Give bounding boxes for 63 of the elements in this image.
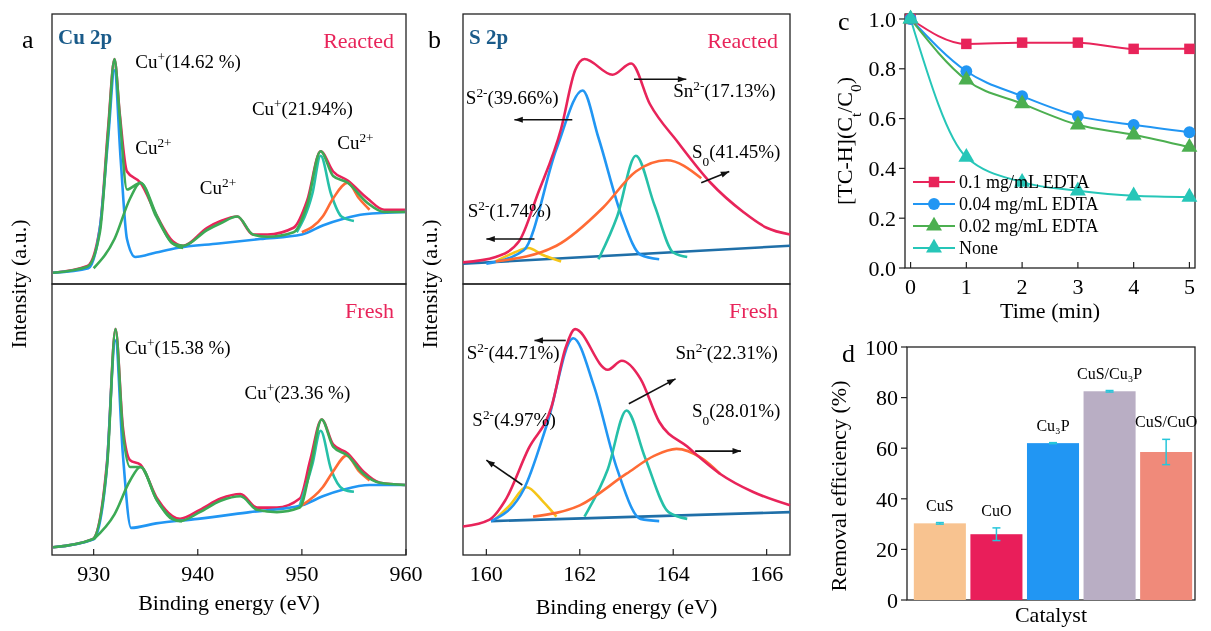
x-tick-label: 930	[77, 561, 111, 586]
x-tick-label: 960	[389, 561, 423, 586]
x-axis-title: Time (min)	[999, 298, 1101, 323]
y-tick-label: 80	[876, 385, 898, 411]
y-tick-label: 20	[876, 537, 898, 563]
annotation: Sn$^{2-}$(17.13%)	[673, 77, 776, 103]
y-axis-title: Intensity (a.u.)	[6, 219, 31, 349]
chart-title: d	[842, 339, 855, 368]
text: Reacted	[323, 28, 394, 53]
x-tick-label: 940	[181, 561, 215, 586]
y-axis-title: Removal efficiency (%)	[826, 380, 851, 592]
x-tick-label: 4	[1128, 274, 1140, 299]
chart-title: c	[838, 7, 850, 36]
annotation: Cu$^{2+}$	[337, 129, 374, 153]
y-tick-label: 100	[865, 334, 898, 360]
x-axis-title: Binding energy (eV)	[138, 590, 320, 615]
x-tick-label: 166	[750, 561, 784, 586]
legend-label: 0.02 mg/mL EDTA	[959, 216, 1099, 237]
annotation: Cu$^{+}$(23.36 %)	[244, 379, 351, 405]
y-tick-label: 0.2	[868, 205, 896, 231]
x-tick-label: 164	[656, 561, 690, 586]
x-tick-label: CuS/Cu₃P	[1076, 364, 1143, 382]
y-tick-label: 0.6	[868, 106, 896, 132]
annotation: Sn$^{2-}$(22.31%)	[675, 339, 778, 364]
x-tick-label: 0	[905, 274, 917, 299]
x-tick-label: CuO	[981, 501, 1012, 519]
y-axis-title: Intensity (a.u.)	[417, 219, 442, 349]
y-tick-label: 0.0	[868, 255, 896, 281]
annotation: Cu$^{+}$(21.94%)	[251, 95, 353, 121]
x-tick-label: CuS	[926, 496, 954, 514]
y-tick-label: 60	[876, 435, 898, 461]
x-tick-label: 1	[960, 274, 972, 299]
y-tick-label: 0	[887, 587, 898, 613]
annotation: S$^{2-}$(44.71%)	[466, 339, 560, 364]
x-axis-title: Catalyst	[1014, 602, 1088, 627]
y-tick-label: 1.0	[868, 6, 896, 32]
annotation: Cu$^{2+}$	[199, 174, 237, 198]
chart-title: b	[428, 25, 441, 54]
x-tick-label: 950	[285, 561, 319, 586]
x-tick-label: 3	[1072, 274, 1084, 299]
annotation: S$_{0}$(28.01%)	[691, 400, 781, 428]
text: Fresh	[345, 298, 394, 323]
y-tick-label: 0.4	[868, 156, 896, 182]
text: Reacted	[707, 28, 778, 53]
x-tick-label: 160	[469, 561, 503, 586]
x-tick-label: Cu₃P	[1036, 416, 1070, 434]
annotation: Cu$^{2+}$	[135, 134, 172, 158]
y-tick-label: 40	[876, 486, 898, 512]
legend-label: 0.04 mg/mL EDTA	[959, 194, 1099, 215]
x-tick-label: 162	[563, 561, 597, 586]
text: S 2p	[469, 25, 509, 49]
x-axis-title: Binding energy (eV)	[535, 594, 718, 619]
legend-label: None	[959, 238, 998, 259]
text: Cu 2p	[58, 25, 113, 49]
annotation: Cu$^{+}$(15.38 %)	[124, 334, 231, 360]
x-tick-label: 2	[1016, 274, 1028, 299]
chart-title: a	[22, 25, 34, 54]
text: Fresh	[729, 298, 778, 323]
annotation: Cu$^{+}$(14.62 %)	[135, 48, 241, 73]
y-tick-label: 0.8	[868, 56, 896, 82]
x-tick-label: 5	[1183, 274, 1195, 299]
annotation: S$^{2-}$(39.66%)	[465, 84, 559, 109]
annotation: S$_{0}$(41.45%)	[691, 141, 781, 169]
